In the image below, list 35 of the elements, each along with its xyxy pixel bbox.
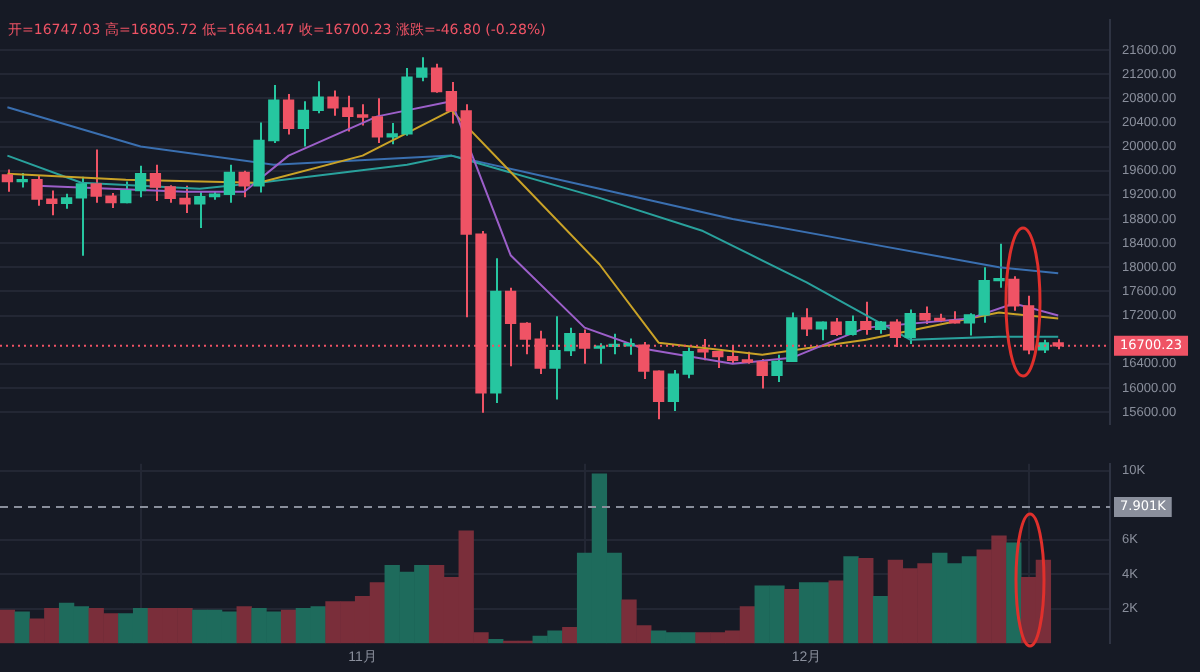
candlestick: [194, 190, 206, 230]
candlestick: [667, 368, 680, 412]
bar: [784, 589, 800, 644]
candlestick: [1, 168, 14, 193]
candlestick: [223, 163, 236, 204]
bar: [562, 627, 578, 644]
candlestick: [297, 100, 310, 148]
candlestick: [682, 346, 694, 380]
candlestick: [356, 103, 369, 127]
candlestick: [904, 308, 916, 345]
candlestick: [312, 80, 324, 115]
candlestick: [430, 62, 443, 94]
candlestick: [756, 358, 768, 390]
candlestick: [149, 163, 162, 202]
bar: [872, 595, 889, 644]
candlestick: [963, 312, 976, 337]
candlestick: [1008, 275, 1020, 312]
candlestick: [800, 307, 813, 338]
bar: [858, 558, 874, 644]
candlestick: [860, 300, 872, 336]
candlestick: [445, 80, 458, 125]
candlestick: [238, 169, 250, 199]
bar: [14, 611, 30, 644]
bar: [236, 606, 252, 644]
candlestick: [830, 316, 842, 338]
candlestick: [75, 175, 88, 257]
candlestick: [282, 93, 295, 136]
candlestick: [652, 369, 665, 421]
bar: [280, 609, 297, 644]
candlestick: [134, 164, 147, 199]
candlestick: [593, 342, 606, 365]
candlestick: [371, 97, 384, 144]
bar: [843, 556, 859, 644]
bar: [828, 580, 844, 644]
bar: [0, 609, 16, 644]
